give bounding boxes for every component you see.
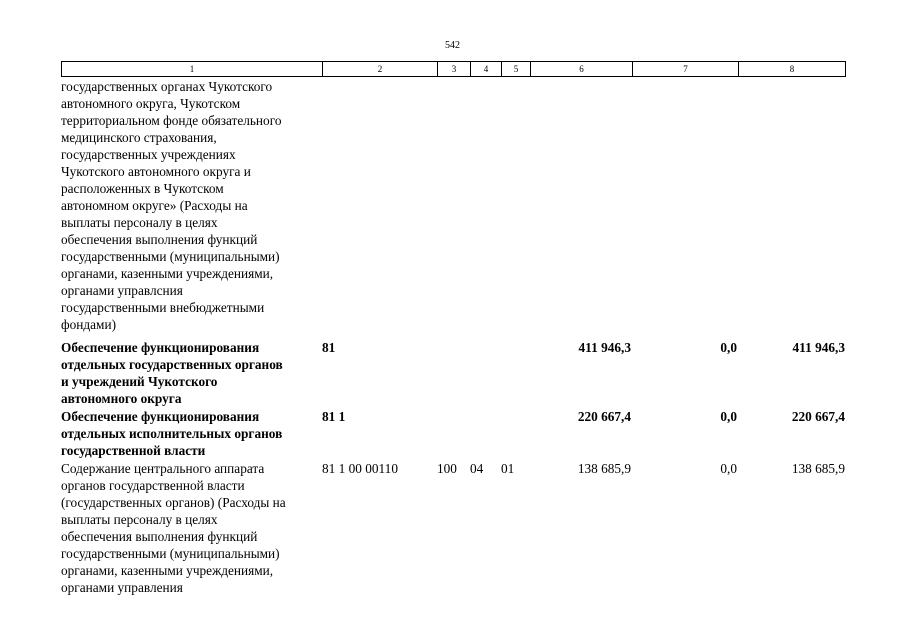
header-col-3: 3 <box>437 61 471 77</box>
row-2-sum1: 220 667,4 <box>577 409 631 424</box>
row-0-description: государственных органах Чукотского автон… <box>61 79 282 332</box>
table-header: 1 2 3 4 5 6 7 8 <box>61 61 846 77</box>
row-2-code: 81 1 <box>322 409 346 424</box>
row-3-sum1: 138 685,9 <box>577 461 631 476</box>
header-col-8: 8 <box>738 61 846 77</box>
page-number: 542 <box>445 40 460 51</box>
header-col-4: 4 <box>470 61 502 77</box>
header-col-7: 7 <box>632 61 739 77</box>
row-3-pr: 01 <box>501 461 515 476</box>
row-3-sum3: 138 685,9 <box>791 461 845 476</box>
row-1-description: Обеспечение функционирования отдельных г… <box>61 340 283 406</box>
row-3-description: Содержание центрального аппарата органов… <box>61 461 286 595</box>
row-2-sum3: 220 667,4 <box>791 409 845 424</box>
row-1-code: 81 <box>322 340 336 355</box>
row-1-sum1: 411 946,3 <box>578 340 631 355</box>
row-3-vr: 100 <box>437 461 457 476</box>
row-1-sum2: 0,0 <box>720 340 737 355</box>
row-3-sum2: 0,0 <box>720 461 737 476</box>
header-col-2: 2 <box>322 61 438 77</box>
row-1-sum3: 411 946,3 <box>792 340 845 355</box>
header-col-1: 1 <box>61 61 323 77</box>
row-2-sum2: 0,0 <box>720 409 737 424</box>
row-2-description: Обеспечение функционирования отдельных и… <box>61 409 283 458</box>
row-3-code: 81 1 00 00110 <box>322 461 398 476</box>
header-col-6: 6 <box>530 61 633 77</box>
row-3-rz: 04 <box>470 461 484 476</box>
header-col-5: 5 <box>501 61 531 77</box>
